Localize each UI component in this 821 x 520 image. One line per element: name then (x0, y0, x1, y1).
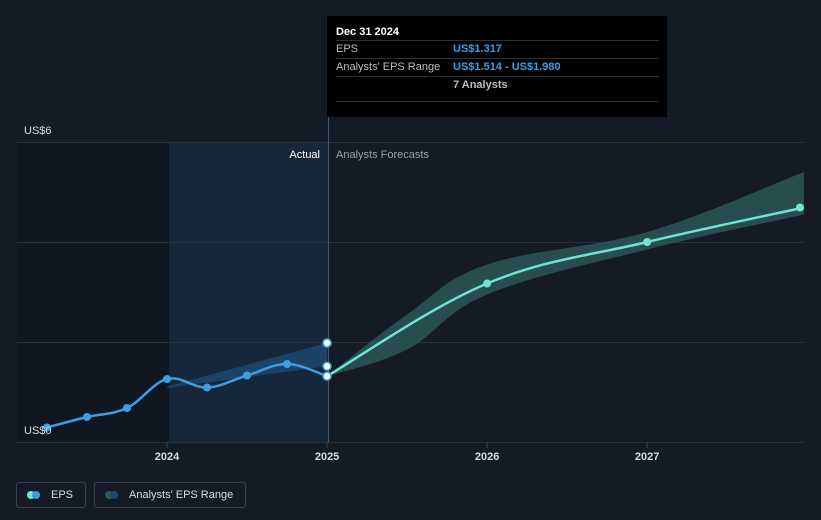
eps-range-band (167, 343, 328, 388)
eps-forecast-point (643, 238, 652, 246)
y-axis-label-bottom: US$0 (24, 425, 52, 437)
tooltip-eps-value: US$1.317 (453, 43, 502, 55)
tooltip-eps-row: EPS US$1.317 (336, 40, 659, 58)
legend-range-label: Analysts' EPS Range (129, 489, 234, 501)
legend-eps-toggle[interactable]: EPS (16, 482, 87, 508)
eps-point (163, 375, 172, 383)
eps-forecast-line (326, 206, 805, 378)
tooltip-date: Dec 31 2024 (336, 26, 399, 38)
range-marker (322, 361, 332, 372)
x-tick-label: 2025 (315, 451, 339, 463)
y-axis-label-top: US$6 (24, 125, 52, 137)
tooltip-range-value: US$1.514 - US$1.980 (453, 61, 561, 73)
chart-tooltip: Dec 31 2024 EPS US$1.317 Analysts' EPS R… (327, 16, 667, 117)
eps-point (43, 423, 51, 432)
chart-legend: EPS Analysts' EPS Range (16, 482, 247, 508)
forecast-region-label: Analysts Forecasts (336, 149, 429, 161)
last-year-highlight (169, 142, 329, 442)
x-tick-label: 2027 (635, 451, 659, 463)
range-marker (322, 338, 332, 348)
eps-forecast-point (483, 279, 492, 288)
eps-point (83, 413, 92, 421)
eps-point (283, 360, 292, 368)
range-legend-icon (105, 491, 121, 499)
eps-legend-icon (27, 491, 43, 499)
x-tick-label: 2024 (155, 451, 180, 463)
actual-region-label: Actual (289, 149, 320, 161)
tooltip-range-label: Analysts' EPS Range (336, 61, 441, 73)
tooltip-analysts-row: 7 Analysts (336, 76, 659, 102)
eps-point (203, 383, 212, 392)
tooltip-eps-label: EPS (336, 43, 359, 55)
tooltip-analysts-count: 7 Analysts (453, 79, 508, 91)
legend-range-toggle[interactable]: Analysts' EPS Range (94, 482, 247, 508)
legend-eps-label: EPS (51, 489, 74, 501)
eps-point (243, 371, 252, 380)
eps-range-band (327, 172, 804, 377)
eps-point (123, 404, 132, 412)
eps-forecast-point (796, 203, 804, 212)
x-tick-label: 2026 (475, 451, 499, 463)
current-eps-marker (322, 371, 332, 381)
tooltip-range-row: Analysts' EPS Range US$1.514 - US$1.980 (336, 58, 659, 76)
